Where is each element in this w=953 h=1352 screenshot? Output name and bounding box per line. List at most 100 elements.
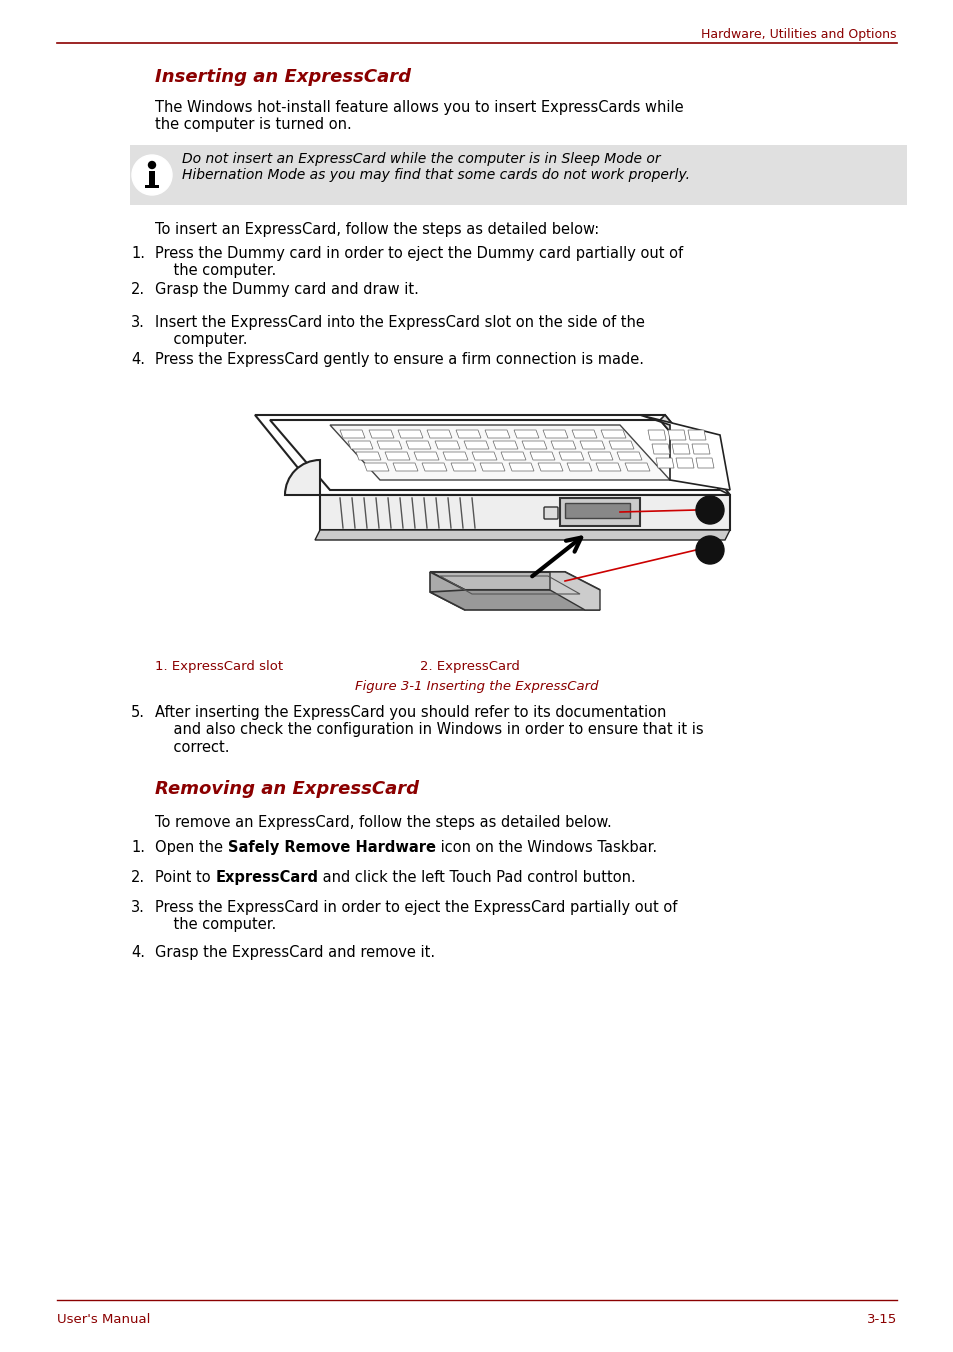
Polygon shape	[456, 430, 480, 438]
Text: Grasp the ExpressCard and remove it.: Grasp the ExpressCard and remove it.	[154, 945, 435, 960]
Polygon shape	[572, 430, 597, 438]
Text: Insert the ExpressCard into the ExpressCard slot on the side of the
    computer: Insert the ExpressCard into the ExpressC…	[154, 315, 644, 347]
Polygon shape	[509, 462, 534, 470]
FancyBboxPatch shape	[149, 170, 154, 185]
Text: Removing an ExpressCard: Removing an ExpressCard	[154, 780, 418, 798]
Polygon shape	[651, 443, 669, 454]
Text: icon on the Windows Taskbar.: icon on the Windows Taskbar.	[436, 840, 656, 854]
Wedge shape	[285, 460, 319, 495]
Polygon shape	[521, 441, 546, 449]
Text: 2. ExpressCard: 2. ExpressCard	[419, 660, 519, 673]
Polygon shape	[385, 452, 410, 460]
Polygon shape	[667, 430, 685, 439]
Polygon shape	[691, 443, 709, 454]
Text: 5.: 5.	[131, 704, 145, 721]
Polygon shape	[421, 462, 447, 470]
FancyBboxPatch shape	[543, 507, 558, 519]
Polygon shape	[435, 441, 459, 449]
Text: Open the: Open the	[154, 840, 228, 854]
Polygon shape	[500, 452, 525, 460]
Polygon shape	[364, 462, 389, 470]
Polygon shape	[430, 572, 599, 589]
FancyBboxPatch shape	[145, 185, 159, 188]
FancyBboxPatch shape	[130, 145, 906, 206]
Text: To remove an ExpressCard, follow the steps as detailed below.: To remove an ExpressCard, follow the ste…	[154, 815, 611, 830]
Text: Press the Dummy card in order to eject the Dummy card partially out of
    the c: Press the Dummy card in order to eject t…	[154, 246, 682, 279]
Polygon shape	[579, 441, 604, 449]
Polygon shape	[406, 441, 431, 449]
Text: Press the ExpressCard gently to ensure a firm connection is made.: Press the ExpressCard gently to ensure a…	[154, 352, 643, 366]
Text: Grasp the Dummy card and draw it.: Grasp the Dummy card and draw it.	[154, 283, 418, 297]
Text: 2.: 2.	[131, 869, 145, 886]
Polygon shape	[430, 589, 599, 610]
Polygon shape	[624, 462, 649, 470]
Polygon shape	[314, 530, 729, 539]
FancyBboxPatch shape	[564, 503, 629, 518]
Polygon shape	[542, 430, 567, 438]
Polygon shape	[596, 462, 620, 470]
Text: and click the left Touch Pad control button.: and click the left Touch Pad control but…	[318, 869, 636, 886]
Polygon shape	[376, 441, 401, 449]
Text: 1.: 1.	[131, 840, 145, 854]
Circle shape	[132, 155, 172, 195]
Polygon shape	[254, 415, 729, 495]
Text: 2: 2	[705, 545, 714, 557]
Polygon shape	[369, 430, 394, 438]
Polygon shape	[451, 462, 476, 470]
Polygon shape	[656, 458, 673, 468]
Polygon shape	[463, 441, 489, 449]
Polygon shape	[348, 441, 373, 449]
Text: 4.: 4.	[131, 352, 145, 366]
Text: 3.: 3.	[131, 315, 145, 330]
Text: 3.: 3.	[131, 900, 145, 915]
Text: Hardware, Utilities and Options: Hardware, Utilities and Options	[700, 28, 896, 41]
Text: User's Manual: User's Manual	[57, 1313, 151, 1326]
Circle shape	[696, 535, 723, 564]
FancyBboxPatch shape	[559, 498, 639, 526]
Text: 1: 1	[705, 504, 714, 518]
Text: Do not insert an ExpressCard while the computer is in Sleep Mode or
Hibernation : Do not insert an ExpressCard while the c…	[182, 151, 689, 183]
Text: Point to: Point to	[154, 869, 215, 886]
Polygon shape	[639, 415, 729, 489]
Polygon shape	[330, 425, 669, 480]
Text: 1.: 1.	[131, 246, 145, 261]
Polygon shape	[676, 458, 693, 468]
Polygon shape	[430, 572, 464, 610]
Polygon shape	[671, 443, 689, 454]
Polygon shape	[339, 430, 365, 438]
Text: After inserting the ExpressCard you should refer to its documentation
    and al: After inserting the ExpressCard you shou…	[154, 704, 703, 754]
Circle shape	[149, 161, 155, 169]
Polygon shape	[414, 452, 438, 460]
Polygon shape	[600, 430, 625, 438]
Polygon shape	[587, 452, 613, 460]
Polygon shape	[530, 452, 555, 460]
Polygon shape	[319, 495, 729, 530]
Polygon shape	[551, 441, 576, 449]
Polygon shape	[514, 430, 538, 438]
Polygon shape	[550, 572, 599, 610]
Polygon shape	[270, 420, 720, 489]
Text: Inserting an ExpressCard: Inserting an ExpressCard	[154, 68, 411, 87]
Text: Figure 3-1 Inserting the ExpressCard: Figure 3-1 Inserting the ExpressCard	[355, 680, 598, 694]
Text: 2.: 2.	[131, 283, 145, 297]
Polygon shape	[397, 430, 422, 438]
Polygon shape	[493, 441, 517, 449]
Polygon shape	[617, 452, 641, 460]
Polygon shape	[355, 452, 380, 460]
Text: 4.: 4.	[131, 945, 145, 960]
Polygon shape	[566, 462, 592, 470]
Text: Press the ExpressCard in order to eject the ExpressCard partially out of
    the: Press the ExpressCard in order to eject …	[154, 900, 677, 933]
Circle shape	[696, 496, 723, 525]
Polygon shape	[687, 430, 705, 439]
Polygon shape	[442, 452, 468, 460]
Text: The Windows hot-install feature allows you to insert ExpressCards while
the comp: The Windows hot-install feature allows y…	[154, 100, 683, 132]
Text: 3-15: 3-15	[866, 1313, 896, 1326]
Polygon shape	[608, 441, 634, 449]
Polygon shape	[647, 430, 665, 439]
Polygon shape	[537, 462, 562, 470]
Text: 1. ExpressCard slot: 1. ExpressCard slot	[154, 660, 283, 673]
Polygon shape	[393, 462, 417, 470]
Polygon shape	[427, 430, 452, 438]
Text: ExpressCard: ExpressCard	[215, 869, 318, 886]
Text: Safely Remove Hardware: Safely Remove Hardware	[228, 840, 436, 854]
